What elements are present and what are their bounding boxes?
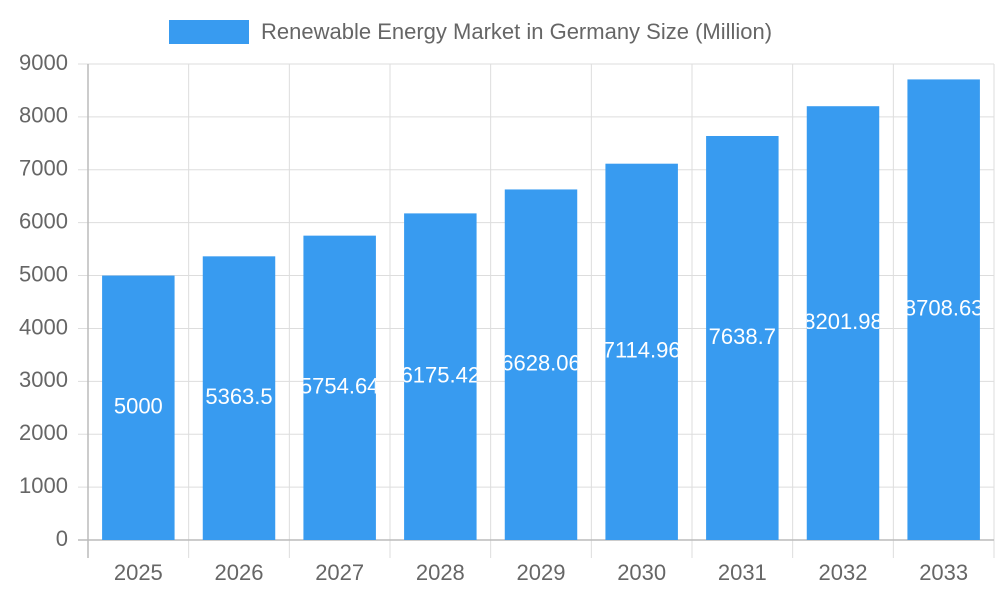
x-tick-label: 2031	[718, 560, 767, 585]
data-label: 6175.42	[401, 363, 481, 388]
bar	[102, 275, 175, 540]
x-tick-label: 2026	[215, 560, 264, 585]
y-tick-label: 5000	[19, 261, 68, 286]
bar	[706, 135, 779, 540]
x-tick-label: 2028	[416, 560, 465, 585]
x-tick-label: 2032	[819, 560, 868, 585]
bar	[907, 79, 980, 541]
y-tick-label: 0	[56, 526, 68, 551]
y-tick-label: 4000	[19, 314, 68, 339]
bar	[202, 256, 276, 540]
y-tick-label: 8000	[19, 103, 68, 128]
x-tick-label: 2027	[315, 560, 364, 585]
y-tick-label: 3000	[19, 367, 68, 392]
data-label: 5000	[114, 394, 163, 419]
data-label: 5363.5	[205, 384, 272, 409]
x-tick-label: 2030	[617, 560, 666, 585]
data-label: 7638.7	[709, 324, 776, 349]
data-label: 5754.64	[300, 374, 380, 399]
x-tick-label: 2025	[114, 560, 163, 585]
bar	[504, 189, 578, 540]
y-tick-label: 2000	[19, 420, 68, 445]
bar	[605, 163, 678, 540]
legend-swatch	[169, 20, 249, 44]
data-label: 8201.98	[803, 309, 883, 334]
y-tick-label: 9000	[19, 50, 68, 75]
data-label: 6628.06	[501, 351, 581, 376]
y-tick-label: 6000	[19, 208, 68, 233]
bar	[806, 106, 880, 540]
x-tick-label: 2033	[919, 560, 968, 585]
y-tick-label: 7000	[19, 156, 68, 181]
x-tick-label: 2029	[517, 560, 566, 585]
data-label: 8708.63	[904, 296, 984, 321]
bar	[303, 235, 376, 540]
legend-label: Renewable Energy Market in Germany Size …	[261, 19, 772, 44]
y-tick-label: 1000	[19, 473, 68, 498]
data-label: 7114.96	[603, 338, 681, 363]
bar	[404, 213, 477, 540]
